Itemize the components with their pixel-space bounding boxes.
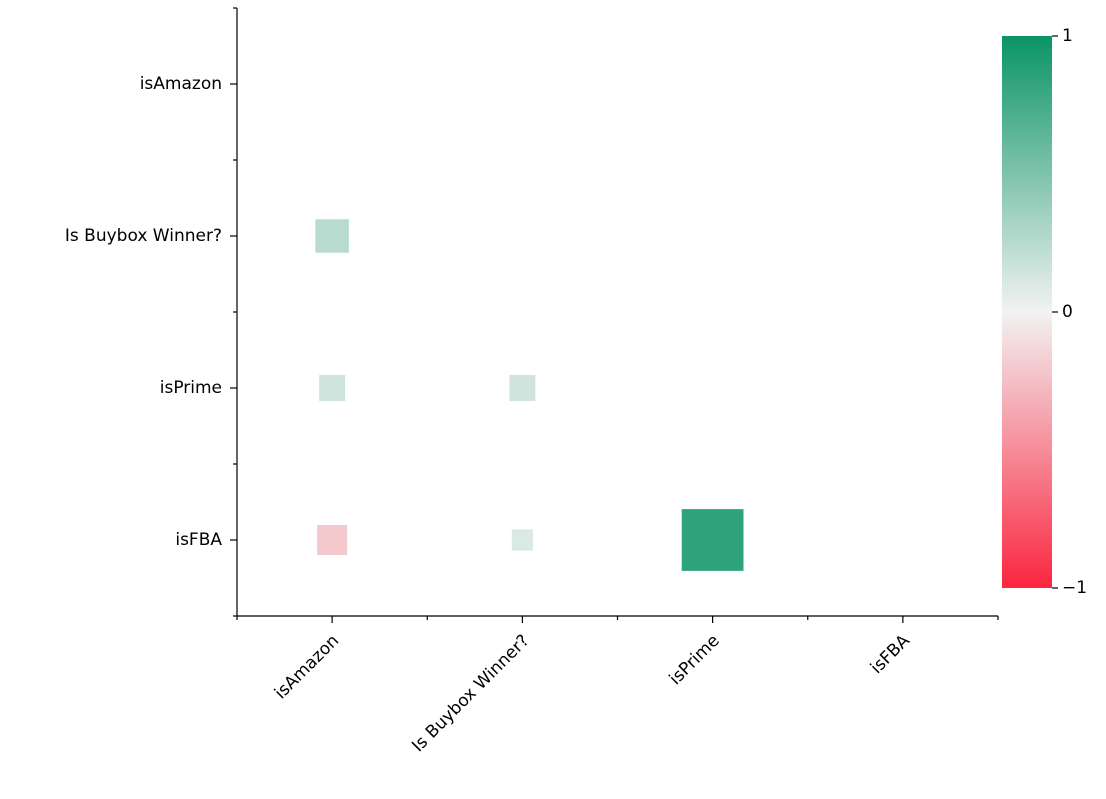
- colorbar: [1002, 36, 1052, 588]
- y-tick-label: isAmazon: [140, 74, 222, 94]
- x-tick-label: isAmazon: [271, 631, 343, 703]
- y-tick-label: isPrime: [160, 378, 222, 398]
- cell: [319, 375, 346, 401]
- colorbar-tick-label: −1: [1062, 578, 1087, 598]
- x-tick-label: Is Buybox Winner?: [408, 631, 533, 756]
- cell: [509, 375, 536, 401]
- cell: [681, 509, 744, 571]
- cell: [511, 529, 533, 551]
- cell: [317, 525, 348, 555]
- colorbar-tick-label: 1: [1062, 26, 1073, 46]
- y-tick-label: isFBA: [175, 530, 222, 550]
- x-tick-label: isPrime: [666, 631, 724, 689]
- y-tick-label: Is Buybox Winner?: [65, 226, 222, 246]
- colorbar-tick-label: 0: [1062, 302, 1073, 322]
- x-tick-label: isFBA: [867, 631, 914, 678]
- cell: [315, 219, 349, 253]
